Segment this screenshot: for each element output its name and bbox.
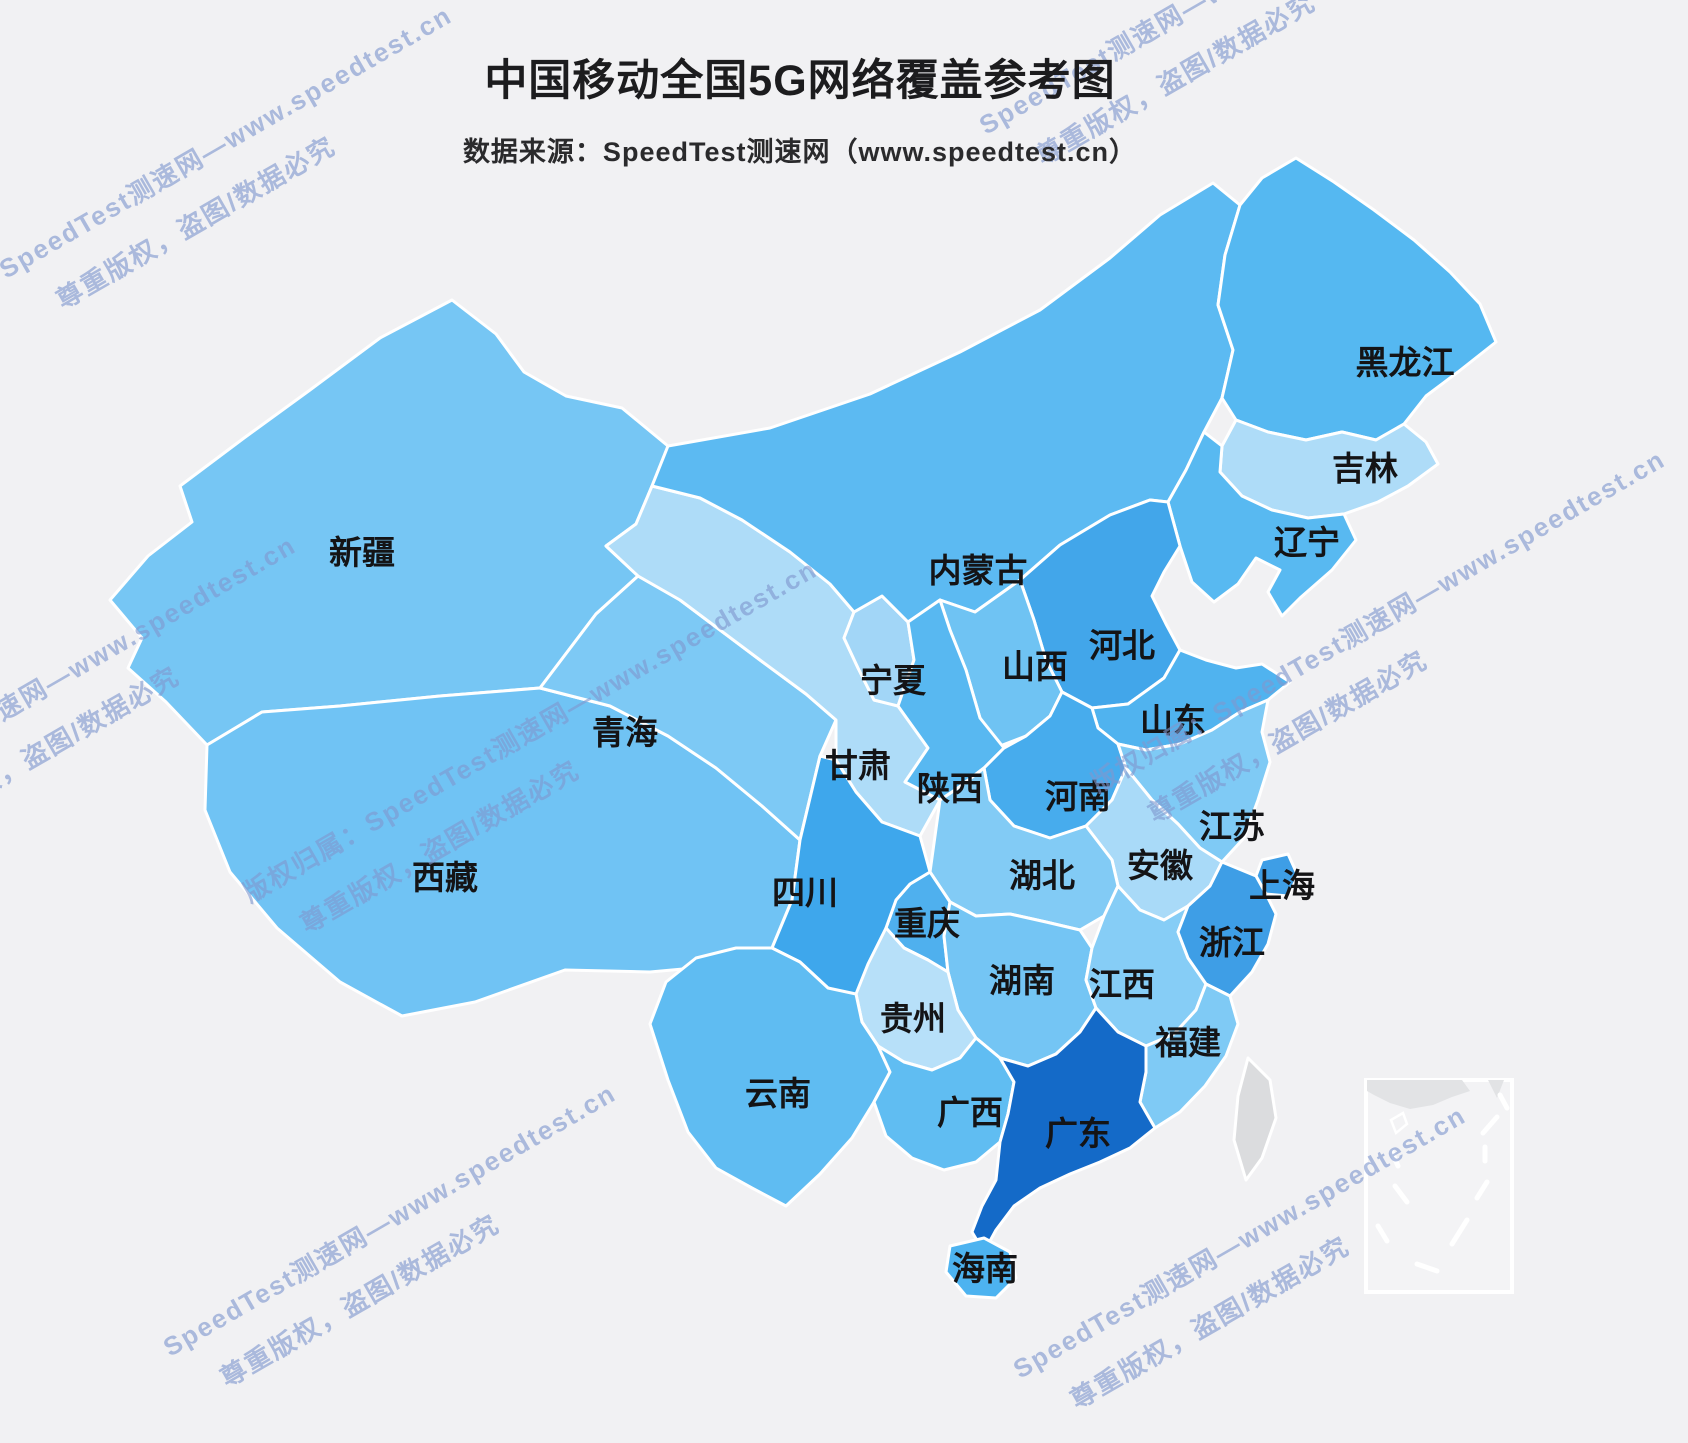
- province-label-jiangxi: 江西: [1089, 966, 1155, 1003]
- province-label-shaanxi: 陕西: [917, 770, 983, 807]
- province-label-anhui: 安徽: [1127, 847, 1194, 884]
- province-label-shanxi: 山西: [1002, 648, 1068, 685]
- province-heilongjiang: [1216, 156, 1498, 442]
- inset-nine-dash-7: [1474, 1179, 1490, 1201]
- page: { "header": { "title": "中国移动全国5G网络覆盖参考图"…: [0, 0, 1671, 1415]
- province-label-jiangsu: 江苏: [1199, 808, 1265, 845]
- inset-nine-dash-2: [1375, 1223, 1390, 1244]
- province-label-fujian: 福建: [1154, 1024, 1221, 1061]
- inset-island-outline: [1389, 1111, 1409, 1136]
- province-label-guangxi: 广西: [937, 1094, 1003, 1131]
- province-label-ningxia: 宁夏: [860, 662, 927, 699]
- province-label-xizang: 西藏: [412, 859, 478, 896]
- province-yunnan: [648, 946, 892, 1208]
- inset-nine-dash-3: [1414, 1261, 1440, 1274]
- province-label-jilin: 吉林: [1332, 450, 1398, 487]
- inset-land-1: [1488, 1080, 1504, 1098]
- province-label-liaoning: 辽宁: [1274, 524, 1340, 561]
- province-label-henan: 河南: [1045, 778, 1111, 815]
- province-label-shanghai: 上海: [1249, 867, 1315, 904]
- province-label-sichuan: 四川: [772, 874, 838, 911]
- province-label-shandong: 山东: [1140, 702, 1206, 739]
- inset-land-0: [1367, 1080, 1470, 1109]
- inset-nine-dash-1: [1392, 1183, 1410, 1205]
- inset-nine-dash-5: [1480, 1114, 1500, 1136]
- province-label-guizhou: 贵州: [880, 1000, 946, 1037]
- province-label-neimenggu: 内蒙古: [929, 552, 1028, 589]
- province-label-hubei: 湖北: [1009, 857, 1075, 894]
- province-hainan: [944, 1236, 1018, 1300]
- inset-nine-dash-8: [1449, 1217, 1470, 1247]
- province-guangdong: [970, 1006, 1157, 1254]
- province-label-hunan: 湖南: [989, 962, 1055, 999]
- province-liaoning: [1166, 430, 1358, 618]
- province-label-guangdong: 广东: [1045, 1115, 1111, 1152]
- province-label-heilongjiang: 黑龙江: [1356, 344, 1455, 381]
- province-label-gansu: 甘肃: [825, 747, 891, 784]
- province-taiwan: [1232, 1056, 1278, 1182]
- province-label-hebei: 河北: [1089, 627, 1155, 664]
- south-china-sea-inset-box: [1364, 1078, 1514, 1294]
- province-label-yunnan: 云南: [745, 1075, 811, 1112]
- province-label-qinghai: 青海: [592, 714, 658, 751]
- province-label-zhejiang: 浙江: [1199, 924, 1265, 961]
- inset-nine-dash-4: [1497, 1092, 1510, 1111]
- inset-nine-dash-0: [1389, 1149, 1401, 1169]
- province-label-xinjiang: 新疆: [329, 534, 395, 571]
- province-label-hainan: 海南: [952, 1250, 1018, 1287]
- province-label-chongqing: 重庆: [894, 905, 960, 942]
